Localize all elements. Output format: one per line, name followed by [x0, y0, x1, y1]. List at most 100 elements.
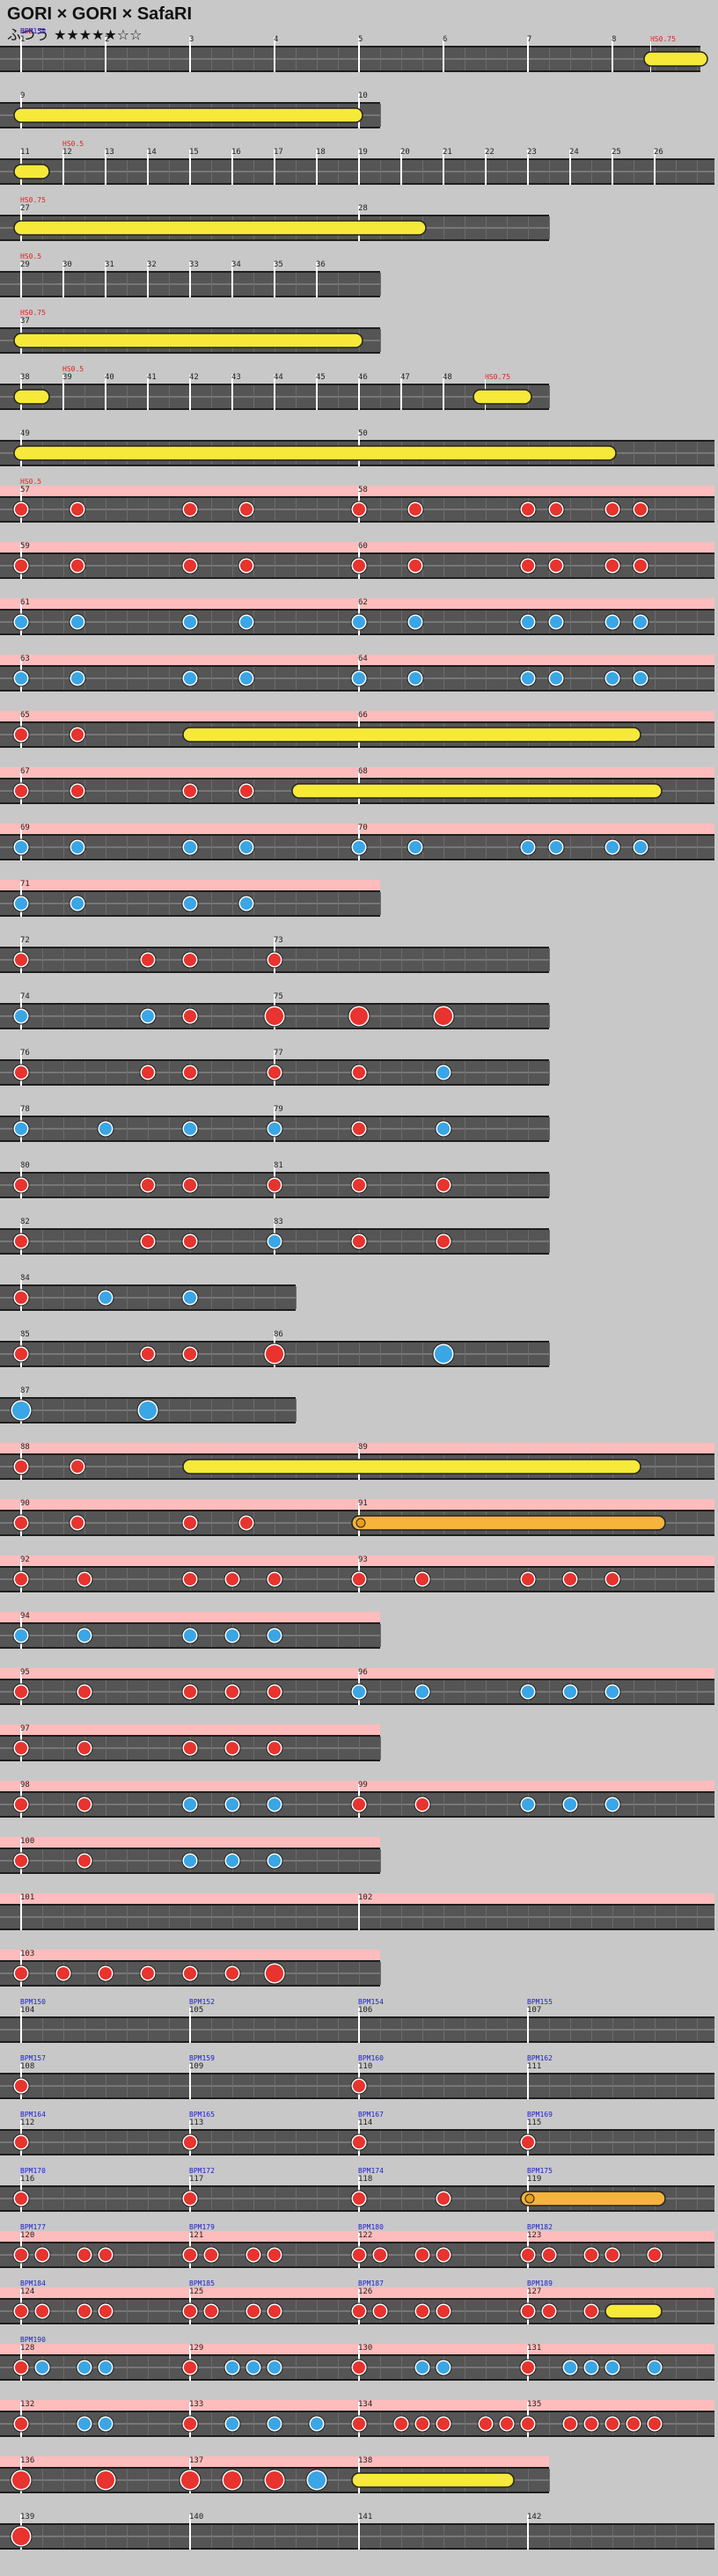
bar-line: [274, 262, 275, 297]
beat-line: [655, 1455, 656, 1478]
beat-line: [296, 1849, 297, 1872]
ka-note-face: [226, 1855, 238, 1867]
lane-top-border: [0, 2016, 714, 2018]
beat-line: [211, 2525, 212, 2548]
beat-line: [169, 273, 170, 296]
beat-line: [63, 892, 64, 915]
bar-line: [105, 150, 106, 185]
bar-line: [105, 375, 106, 410]
bar-number: 15: [189, 148, 199, 157]
bar-line: [443, 37, 444, 72]
bar-number: 113: [189, 2119, 204, 2127]
don-note-face: [184, 2418, 196, 2430]
beat-line: [42, 1343, 43, 1365]
beat-line: [127, 554, 128, 577]
beat-line: [486, 216, 487, 239]
beat-line: [127, 611, 128, 633]
beat-line: [296, 498, 297, 521]
bar-line: [105, 262, 106, 297]
beat-line: [507, 2525, 508, 2548]
ka-note-face: [15, 1123, 27, 1135]
beat-line: [338, 1568, 339, 1591]
bar-number: 72: [20, 936, 30, 945]
beat-line: [549, 1343, 550, 1365]
beat-line: [359, 1624, 360, 1647]
don-note-face: [184, 1686, 196, 1698]
lane-top-border: [0, 2411, 714, 2412]
beat-line: [486, 1117, 487, 1140]
beat-line: [380, 385, 381, 408]
don-note-face: [268, 1686, 281, 1698]
beat-line: [591, 611, 592, 633]
beat-line: [697, 498, 698, 521]
beat-line: [127, 498, 128, 521]
beat-line: [253, 1117, 254, 1140]
beat-line: [697, 2412, 698, 2435]
beat-line: [148, 1568, 149, 1591]
bar-number: 38: [20, 373, 30, 382]
don-note-face: [435, 1007, 452, 1025]
beat-line: [169, 2469, 170, 2492]
beat-line: [232, 667, 233, 690]
beat-line: [338, 1061, 339, 1084]
beat-line: [253, 160, 254, 183]
ka-note-face: [99, 2361, 112, 2374]
bar-line: [316, 150, 318, 185]
beat-line: [486, 48, 487, 70]
beat-line: [127, 2469, 128, 2492]
bar-number: 18: [316, 148, 326, 157]
bar-number: 73: [274, 936, 283, 945]
beat-line: [655, 2075, 656, 2097]
beat-line: [211, 1343, 212, 1365]
lane-bottom-border: [0, 2154, 714, 2155]
beat-line: [655, 2525, 656, 2548]
beat-line: [338, 160, 339, 183]
beat-line: [422, 2187, 423, 2210]
beat-line: [528, 1230, 529, 1253]
beat-line: [507, 1343, 508, 1365]
bar-number: 2: [105, 35, 110, 44]
don-note-face: [437, 2249, 450, 2261]
beat-line: [169, 2075, 170, 2097]
bar-number: 87: [20, 1387, 30, 1395]
ka-note-face: [184, 672, 196, 684]
beat-line: [570, 2243, 571, 2266]
beat-line: [84, 1005, 85, 1028]
beat-line: [317, 48, 318, 70]
beat-line: [486, 498, 487, 521]
beat-line: [148, 1117, 149, 1140]
don-note-face: [409, 560, 421, 572]
beat-line: [296, 48, 297, 70]
beat-line: [676, 611, 677, 633]
beat-line: [63, 48, 64, 70]
don-note-face: [522, 560, 534, 572]
bar-number: 91: [358, 1499, 368, 1508]
beat-line: [169, 892, 170, 915]
bar-line: [358, 375, 360, 410]
beat-line: [338, 2525, 339, 2548]
beat-line: [84, 1286, 85, 1309]
beat-line: [42, 1286, 43, 1309]
beat-line: [317, 1061, 318, 1084]
bar-number: 63: [20, 655, 30, 663]
beat-line: [127, 1061, 128, 1084]
ka-note-face: [409, 841, 421, 853]
beat-line: [63, 1286, 64, 1309]
beat-line: [338, 498, 339, 521]
beat-line: [676, 160, 677, 183]
beat-line: [401, 1174, 402, 1197]
bar-number: 44: [274, 373, 283, 382]
beat-line: [253, 1962, 254, 1985]
scroll-change-label: HS0.5: [20, 252, 42, 260]
lane-bottom-border: [0, 633, 714, 635]
beat-line: [127, 2300, 128, 2323]
bar-number: 64: [358, 655, 368, 663]
beat-line: [84, 2525, 85, 2548]
scroll-change-label: HS0.75: [485, 373, 510, 381]
beat-line: [443, 1906, 444, 1928]
don-note-face: [15, 560, 27, 572]
beat-line: [549, 160, 550, 183]
ka-note-face: [564, 1798, 576, 1811]
beat-line: [148, 1793, 149, 1816]
beat-line: [549, 2018, 550, 2041]
